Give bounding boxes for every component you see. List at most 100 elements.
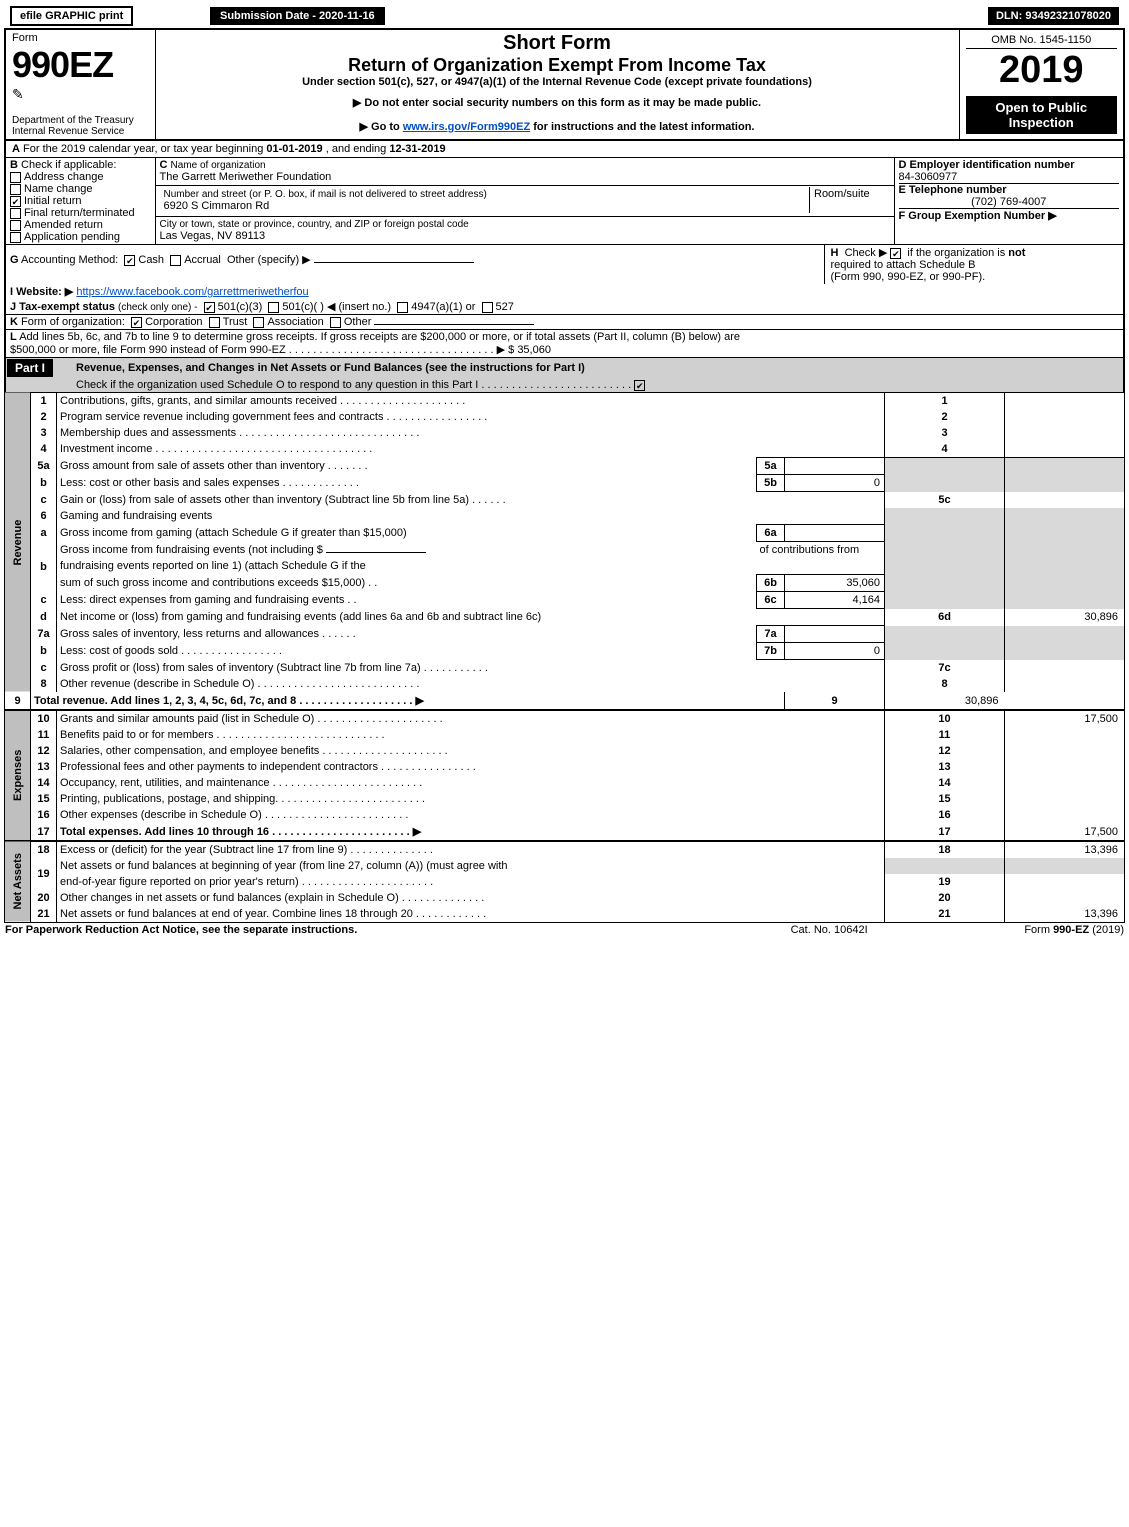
ln-6b-input[interactable] — [326, 552, 426, 553]
l-amount: $ 35,060 — [508, 344, 551, 356]
chk-k-other[interactable] — [330, 317, 341, 328]
part-i-label: Part I — [7, 359, 53, 377]
chk-cash[interactable]: ✔ — [124, 255, 135, 266]
ln-7b-no: b — [31, 643, 57, 660]
city-label: City or town, state or province, country… — [160, 219, 469, 230]
opt-k-other: Other — [344, 316, 372, 328]
opt-501c: 501(c)( ) ◀ (insert no.) — [282, 301, 391, 313]
ln-6c-mid-no: 6c — [757, 592, 785, 609]
chk-trust[interactable] — [209, 317, 220, 328]
ln-5b-mid-no: 5b — [757, 475, 785, 492]
ln-7b-mid-no: 7b — [757, 643, 785, 660]
title-short-form: Short Form — [162, 32, 953, 55]
ln-8-text: Other revenue (describe in Schedule O) .… — [57, 676, 885, 692]
label-b: B — [10, 159, 18, 171]
chk-final-return[interactable] — [10, 208, 21, 219]
ln-11-r: 11 — [885, 727, 1005, 743]
ln-6a-mid-no: 6a — [757, 525, 785, 542]
ln-7b-mid-amt: 0 — [785, 643, 885, 660]
k-text: Form of organization: — [21, 316, 125, 328]
h-text1: if the organization is — [907, 247, 1008, 259]
ln-3-amt — [1005, 425, 1125, 441]
chk-assoc[interactable] — [253, 317, 264, 328]
title-sub1: Under section 501(c), 527, or 4947(a)(1)… — [162, 76, 953, 88]
chk-application-pending[interactable] — [10, 232, 21, 243]
ln-16-amt — [1005, 807, 1125, 823]
ln-1-text: Contributions, gifts, grants, and simila… — [57, 393, 885, 410]
label-f: F Group Exemption Number ▶ — [899, 210, 1057, 222]
ln-11-amt — [1005, 727, 1125, 743]
k-other-input[interactable] — [374, 324, 534, 325]
ln-9-no: 9 — [5, 692, 31, 710]
label-l: L — [10, 331, 17, 343]
ln-5a-shade — [885, 458, 1005, 475]
ln-5b-mid-amt: 0 — [785, 475, 885, 492]
h-pre: Check ▶ — [845, 247, 891, 259]
chk-initial-return[interactable]: ✔ — [10, 196, 21, 207]
chk-501c3[interactable]: ✔ — [204, 302, 215, 313]
opt-corp: Corporation — [145, 316, 202, 328]
ln-6b-text2: of contributions from — [757, 542, 885, 559]
chk-name-change[interactable] — [10, 184, 21, 195]
ln-6b-mid-amt: 35,060 — [785, 575, 885, 592]
ln-5b-shade — [885, 475, 1005, 492]
ln-16-text: Other expenses (describe in Schedule O) … — [57, 807, 885, 823]
ln-3-no: 3 — [31, 425, 57, 441]
room-label: Room/suite — [810, 187, 890, 213]
form-header: Form 990EZ ✎ Department of the Treasury … — [4, 28, 1125, 141]
check-if-applicable: Check if applicable: — [21, 159, 116, 171]
ln-8-r: 8 — [885, 676, 1005, 692]
chk-accrual[interactable] — [170, 255, 181, 266]
part-i-check-text: Check if the organization used Schedule … — [76, 379, 631, 391]
ln-9-amt: 30,896 — [885, 692, 1005, 710]
footer-right-pre: Form — [1024, 924, 1053, 936]
ln-2-amt — [1005, 409, 1125, 425]
label-d: D Employer identification number — [899, 159, 1075, 171]
ln-7b-shade-amt — [1005, 643, 1125, 660]
ln-18-amt: 13,396 — [1005, 841, 1125, 858]
ln-13-amt — [1005, 759, 1125, 775]
ln-13-r: 13 — [885, 759, 1005, 775]
ln-6a-text: Gross income from gaming (attach Schedul… — [57, 525, 757, 542]
chk-corp[interactable]: ✔ — [131, 317, 142, 328]
opt-trust: Trust — [223, 316, 248, 328]
submission-date-button[interactable]: Submission Date - 2020-11-16 — [210, 7, 385, 25]
ln-11-no: 11 — [31, 727, 57, 743]
irs-label: Internal Revenue Service — [12, 126, 149, 137]
footer-form-no: 990-EZ — [1053, 924, 1089, 936]
ln-6b-shade — [885, 542, 1005, 592]
ln-6c-no: c — [31, 592, 57, 609]
line-a-mid: , and ending — [326, 143, 390, 155]
part-i-title: Revenue, Expenses, and Changes in Net As… — [75, 358, 1124, 378]
ln-18-r: 18 — [885, 841, 1005, 858]
ln-4-no: 4 — [31, 441, 57, 458]
ln-6b-text1: Gross income from fundraising events (no… — [60, 544, 323, 556]
efile-print-button[interactable]: efile GRAPHIC print — [10, 6, 133, 26]
chk-h-schedule-b[interactable]: ✔ — [890, 248, 901, 259]
chk-part-i-schedule-o[interactable]: ✔ — [634, 380, 645, 391]
ln-6a-shade — [885, 525, 1005, 542]
chk-4947[interactable] — [397, 302, 408, 313]
ln-6d-amt: 30,896 — [1005, 609, 1125, 626]
ln-13-text: Professional fees and other payments to … — [57, 759, 885, 775]
chk-address-change[interactable] — [10, 172, 21, 183]
ln-4-text: Investment income . . . . . . . . . . . … — [57, 441, 885, 458]
ln-17-amt: 17,500 — [1005, 823, 1125, 841]
ln-13-no: 13 — [31, 759, 57, 775]
ln-18-text: Excess or (deficit) for the year (Subtra… — [57, 841, 885, 858]
ln-20-no: 20 — [31, 890, 57, 906]
ln-15-text: Printing, publications, postage, and shi… — [57, 791, 885, 807]
chk-amended-return[interactable] — [10, 220, 21, 231]
label-a: A — [12, 143, 20, 155]
other-specify-input[interactable] — [314, 262, 474, 263]
irs-link[interactable]: www.irs.gov/Form990EZ — [403, 121, 530, 133]
label-e: E Telephone number — [899, 184, 1007, 196]
opt-final-return: Final return/terminated — [24, 207, 135, 219]
chk-501c[interactable] — [268, 302, 279, 313]
chk-527[interactable] — [482, 302, 493, 313]
ln-17-no: 17 — [31, 823, 57, 841]
entity-box: B Check if applicable: Address change Na… — [4, 158, 1125, 245]
label-j: J Tax-exempt status — [10, 301, 115, 313]
h-text3: (Form 990, 990-EZ, or 990-PF). — [831, 271, 986, 283]
website-link[interactable]: https://www.facebook.com/garrettmeriweth… — [76, 286, 308, 298]
